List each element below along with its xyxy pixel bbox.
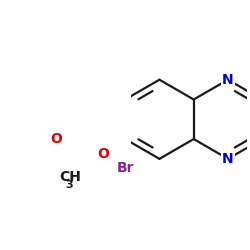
Text: N: N [222,152,234,166]
Text: N: N [222,73,234,87]
Text: CH: CH [59,170,81,184]
Text: O: O [98,146,110,160]
Text: 3: 3 [66,180,73,190]
Text: Br: Br [116,161,134,175]
Text: O: O [51,132,62,146]
